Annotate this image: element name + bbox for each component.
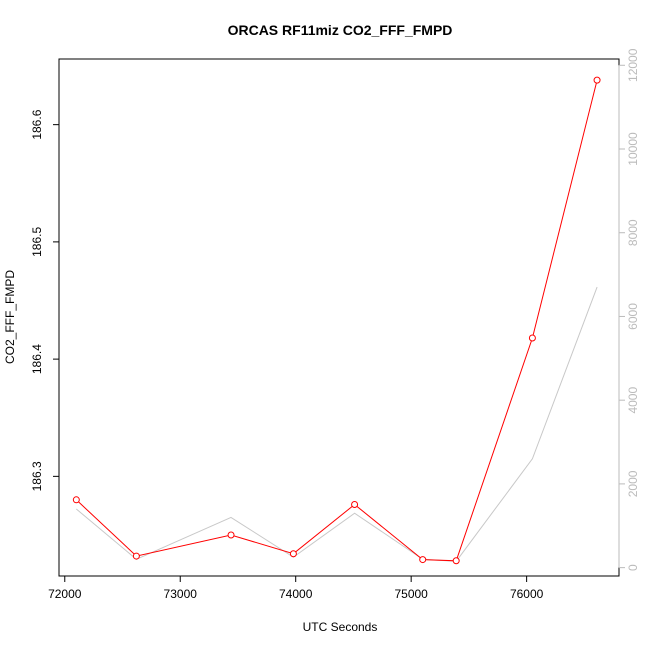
- x-tick-label: 74000: [279, 587, 313, 601]
- y-tick-label: 186.5: [30, 227, 44, 257]
- x-tick-label: 75000: [394, 587, 428, 601]
- x-tick-label: 76000: [510, 587, 544, 601]
- right-y-axis: 0 2000 4000 6000 8000 10000 12000: [618, 48, 640, 571]
- red-series-point: [72, 496, 80, 504]
- chart-title: ORCAS RF11miz CO2_FFF_FMPD: [228, 22, 453, 38]
- y-axis-label: CO2_FFF_FMPD: [3, 270, 17, 364]
- right-y-tick-label: 10000: [626, 132, 640, 166]
- red-series-point: [593, 76, 601, 84]
- y-tick-label: 186.3: [30, 461, 44, 491]
- red-series-point: [419, 556, 427, 564]
- red-series-point: [351, 500, 359, 508]
- x-axis: 72000 73000 74000 75000 76000: [48, 575, 544, 601]
- red-series-point: [452, 557, 460, 565]
- x-axis-label: UTC Seconds: [303, 620, 378, 634]
- right-y-tick-label: 0: [626, 564, 640, 571]
- red-series-line: [75, 79, 598, 562]
- right-y-tick-label: 4000: [626, 387, 640, 414]
- right-y-tick-label: 12000: [626, 48, 640, 82]
- red-series-point: [528, 334, 536, 342]
- red-series-point: [132, 552, 140, 560]
- red-series-point: [227, 531, 235, 539]
- right-y-tick-label: 6000: [626, 303, 640, 330]
- right-y-tick-label: 2000: [626, 470, 640, 497]
- red-series-point: [289, 550, 297, 558]
- plot-frame: [58, 58, 620, 577]
- x-tick-label: 73000: [164, 587, 198, 601]
- right-y-tick-label: 8000: [626, 219, 640, 246]
- y-axis: 186.3 186.4 186.5 186.6: [30, 109, 60, 491]
- x-tick-label: 72000: [48, 587, 82, 601]
- y-tick-label: 186.6: [30, 109, 44, 139]
- y-tick-label: 186.4: [30, 344, 44, 374]
- series-layer: [72, 76, 601, 565]
- grey-series-line: [75, 286, 598, 562]
